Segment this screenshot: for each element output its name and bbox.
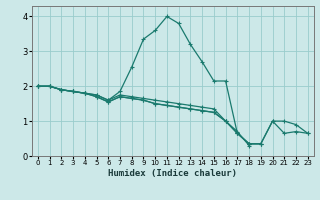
X-axis label: Humidex (Indice chaleur): Humidex (Indice chaleur) bbox=[108, 169, 237, 178]
